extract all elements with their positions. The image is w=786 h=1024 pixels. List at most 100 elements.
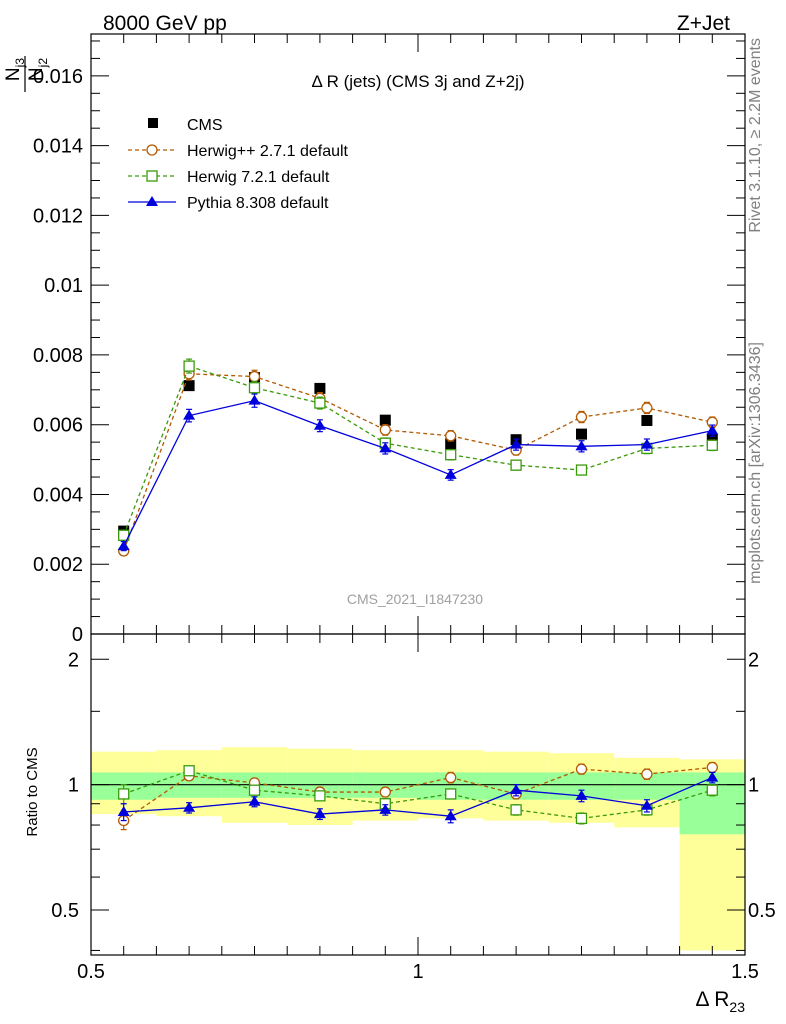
marker-filled-square <box>576 428 587 440</box>
marker-open-square <box>510 459 522 471</box>
x-tick-label: 1 <box>412 961 423 983</box>
y-tick-label: 0.01 <box>44 275 83 297</box>
marker-filled-square <box>314 382 326 394</box>
marker-open-circle <box>641 768 653 780</box>
marker-open-square <box>248 784 261 796</box>
marker-filled-triangle <box>706 424 719 435</box>
y-tick-label: 0.004 <box>33 484 83 506</box>
legend-entry-herwigpp: Herwig++ 2.7.1 default <box>128 143 349 160</box>
legend-label-cms: CMS <box>187 117 223 134</box>
marker-open-circle <box>445 771 457 784</box>
marker-open-circle <box>706 761 718 774</box>
legend-marker-pythia <box>146 196 158 206</box>
header-left-label: 8000 GeV pp <box>103 12 227 35</box>
main-axes: 0 0.002 0.004 0.006 0.008 0.01 0.012 0.014 0.016 <box>33 33 746 646</box>
ratio-y-tick-label: 2 <box>68 649 79 671</box>
ratio-series <box>117 761 719 831</box>
marker-filled-triangle <box>575 789 588 800</box>
ratio-line-herwig-7-2-1-default <box>123 770 713 820</box>
marker-filled-triangle <box>183 801 196 812</box>
marker-open-circle <box>575 411 588 423</box>
ylabel-denominator: Nj2 <box>26 58 50 81</box>
analysis-label: CMS_2021_I1847230 <box>347 591 483 607</box>
x-tick-label: 0.5 <box>77 961 105 983</box>
marker-open-circle <box>575 763 588 775</box>
marker-filled-triangle <box>640 438 653 449</box>
marker-filled-triangle <box>444 468 457 479</box>
legend-label-herwig7: Herwig 7.2.1 default <box>187 169 330 186</box>
marker-filled-triangle <box>575 440 588 451</box>
y-tick-label: 0.008 <box>33 345 83 367</box>
marker-filled-triangle <box>640 799 653 810</box>
main-title: Δ R (jets) (CMS 3j and Z+2j) <box>311 72 524 91</box>
marker-filled-triangle <box>248 394 261 405</box>
marker-open-square <box>575 464 588 476</box>
legend-entry-herwig7: Herwig 7.2.1 default <box>128 169 330 186</box>
header-right-label: Z+Jet <box>677 12 730 35</box>
marker-open-circle <box>379 786 391 798</box>
ratio-y-tick-label: 1 <box>68 775 79 797</box>
y-tick-label: 0.016 <box>33 66 83 88</box>
legend-entry-pythia: Pythia 8.308 default <box>128 195 329 212</box>
legend-marker-herwigpp <box>146 144 158 156</box>
legend-label-pythia: Pythia 8.308 default <box>187 195 329 212</box>
marker-open-circle <box>445 430 457 442</box>
main-line-herwig-2-7-1-default <box>123 373 713 552</box>
marker-filled-triangle <box>117 805 130 816</box>
y-tick-label: 0.014 <box>33 136 83 158</box>
ratio-y-tick-label-right: 2 <box>748 649 759 671</box>
marker-open-square <box>706 439 718 451</box>
ratio-series-pythia-8-308-default <box>117 771 719 824</box>
marker-open-square <box>706 784 718 796</box>
marker-open-square <box>445 449 457 461</box>
marker-open-square <box>445 788 457 800</box>
marker-open-square <box>314 397 326 409</box>
marker-filled-square <box>183 380 195 392</box>
legend-label-herwigpp: Herwig++ 2.7.1 default <box>187 143 349 160</box>
ratio-y-tick-label-right: 0.5 <box>748 900 776 922</box>
marker-filled-triangle <box>183 409 196 420</box>
marker-filled-triangle <box>313 808 326 819</box>
marker-open-circle <box>379 424 391 436</box>
y-tick-label: 0.012 <box>33 205 83 227</box>
main-series <box>117 358 719 557</box>
ylabel-numerator: Nj3 <box>3 58 27 81</box>
y-tick-label: 0.006 <box>33 415 83 437</box>
y-tick-label: 0 <box>72 624 83 646</box>
ratio-ylabel: Ratio to CMS <box>24 747 41 836</box>
marker-open-circle <box>248 370 261 383</box>
marker-open-circle <box>641 402 653 414</box>
marker-filled-triangle <box>117 540 130 551</box>
marker-filled-triangle <box>444 810 457 821</box>
marker-filled-triangle <box>510 438 523 449</box>
ratio-y-tick-label-right: 1 <box>748 775 759 797</box>
ratio-y-tick-label: 0.5 <box>51 900 79 922</box>
main-series-herwig-7-2-1-default <box>118 358 718 542</box>
marker-filled-triangle <box>248 795 261 806</box>
main-series-pythia-8-308-default <box>117 393 719 552</box>
ratio-line-herwig-2-7-1-default <box>123 766 713 822</box>
ratio-line-pythia-8-308-default <box>123 776 713 817</box>
legend-marker-herwig7 <box>146 170 158 182</box>
x-tick-label: 1.5 <box>731 961 759 983</box>
legend-entry-cms: CMS <box>148 117 223 134</box>
legend: CMS Herwig++ 2.7.1 default Herwig 7.2.1 … <box>128 117 349 212</box>
main-series-cms <box>118 372 718 537</box>
mcplots-label: mcplots.cern.ch [arXiv:1306.3436] <box>747 342 764 584</box>
marker-filled-triangle <box>706 771 719 782</box>
marker-open-square <box>183 765 195 777</box>
marker-filled-square <box>641 415 653 427</box>
marker-open-square <box>575 812 588 825</box>
marker-filled-triangle <box>510 784 523 795</box>
marker-open-square <box>314 790 326 802</box>
marker-filled-square <box>379 414 391 426</box>
y-tick-label: 0.002 <box>33 554 83 576</box>
marker-open-square <box>510 804 522 816</box>
marker-open-square <box>183 360 195 372</box>
main-line-pythia-8-308-default <box>123 399 713 547</box>
marker-filled-triangle <box>379 442 392 453</box>
legend-marker-cms <box>148 118 158 128</box>
main-ylabel: Nj3 Nj2 <box>3 56 50 92</box>
marker-open-square <box>248 382 261 394</box>
